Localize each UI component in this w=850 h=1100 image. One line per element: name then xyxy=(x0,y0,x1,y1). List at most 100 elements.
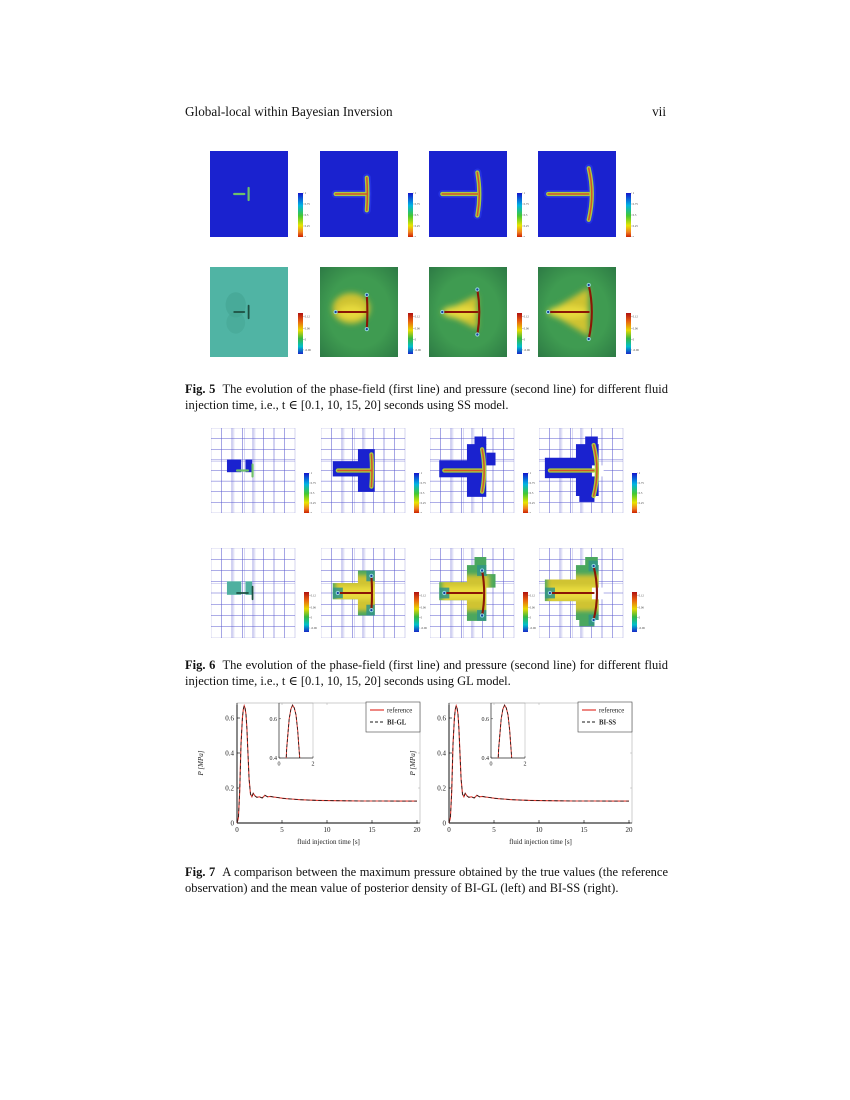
svg-text:0.06: 0.06 xyxy=(311,605,317,609)
fig5-phase-panel-t20: 1 0.75 0.5 0.25 0 xyxy=(538,151,650,242)
fig6-phase-panel-t20: 1 0.75 0.5 0.25 0 xyxy=(538,427,651,518)
svg-text:0.25: 0.25 xyxy=(639,501,645,505)
svg-text:-0.06: -0.06 xyxy=(530,626,537,630)
colorbar xyxy=(517,193,522,237)
svg-text:0.12: 0.12 xyxy=(639,593,645,597)
svg-text:0.12: 0.12 xyxy=(530,593,536,597)
colorbar xyxy=(414,473,419,513)
svg-text:0: 0 xyxy=(490,762,493,768)
svg-text:0.25: 0.25 xyxy=(421,501,427,505)
fig6-phase-panel-t20-image: 1 0.75 0.5 0.25 0 xyxy=(538,427,645,515)
legend: reference BI-SS xyxy=(577,701,633,733)
fig6-pressure-panel-t0.1: 0.12 0.06 0 -0.06 xyxy=(210,547,323,643)
svg-text:0.25: 0.25 xyxy=(524,224,530,228)
svg-text:0.75: 0.75 xyxy=(421,481,427,485)
svg-text:0.25: 0.25 xyxy=(530,501,536,505)
fig5-phase-panel-t10: 1 0.75 0.5 0.25 0 xyxy=(320,151,432,242)
colorbar xyxy=(626,313,631,354)
svg-text:1: 1 xyxy=(421,471,423,475)
fig6-phase-panel-t0.1-image: 1 0.75 0.5 0.25 0 xyxy=(210,427,317,515)
svg-text:0.75: 0.75 xyxy=(524,202,530,206)
fig6-phase-panel-t15: 1 0.75 0.5 0.25 0 xyxy=(429,427,542,518)
fig5-pressure-panel-t15: 0.12 0.06 0 -0.06 xyxy=(429,267,541,362)
fig5-pressure-panel-t20: 0.12 0.06 0 -0.06 xyxy=(538,267,650,362)
svg-text:0.06: 0.06 xyxy=(524,327,530,331)
svg-text:2: 2 xyxy=(524,762,527,768)
svg-text:15: 15 xyxy=(369,826,377,834)
svg-text:2: 2 xyxy=(312,762,315,768)
fig5-pressure-panel-t0.1: 0.12 0.06 0 -0.06 xyxy=(210,267,322,362)
svg-text:reference: reference xyxy=(387,708,412,715)
svg-text:0.75: 0.75 xyxy=(639,481,645,485)
svg-text:20: 20 xyxy=(414,826,422,834)
svg-text:1: 1 xyxy=(305,191,307,195)
svg-text:0.25: 0.25 xyxy=(633,224,639,228)
svg-text:0: 0 xyxy=(421,511,423,513)
svg-text:0.5: 0.5 xyxy=(530,491,534,495)
svg-text:0.4: 0.4 xyxy=(225,750,234,758)
fig5-pressure-panel-t15-image: 0.12 0.06 0 -0.06 xyxy=(429,267,531,357)
svg-text:0: 0 xyxy=(447,826,451,834)
svg-text:0: 0 xyxy=(633,235,635,237)
svg-text:0.6: 0.6 xyxy=(270,717,278,723)
svg-text:0: 0 xyxy=(415,235,417,237)
svg-text:0.5: 0.5 xyxy=(415,213,419,217)
colorbar xyxy=(523,592,528,632)
fig5-pressure-panel-t10-image: 0.12 0.06 0 -0.06 xyxy=(320,267,421,357)
svg-text:0: 0 xyxy=(530,616,532,620)
fig5-phase-panel-t15: 1 0.75 0.5 0.25 0 xyxy=(429,151,541,242)
svg-text:0.12: 0.12 xyxy=(311,593,317,597)
svg-text:0: 0 xyxy=(421,616,423,620)
svg-text:0.75: 0.75 xyxy=(311,481,317,485)
svg-text:0.12: 0.12 xyxy=(305,314,311,318)
fig6-pressure-panel-t15: 0.12 0.06 0 -0.06 xyxy=(429,547,542,643)
svg-text:0: 0 xyxy=(305,337,307,341)
running-title: Global-local within Bayesian Inversion xyxy=(185,104,393,119)
svg-text:0.4: 0.4 xyxy=(482,756,490,762)
fig6-pressure-panel-t20-image: 0.12 0.06 0 -0.06 xyxy=(538,547,646,639)
svg-text:0: 0 xyxy=(278,762,281,768)
svg-text:0.5: 0.5 xyxy=(524,213,528,217)
page-number: vii xyxy=(652,104,666,119)
svg-text:0: 0 xyxy=(311,616,313,620)
svg-text:10: 10 xyxy=(324,826,332,834)
svg-text:0.06: 0.06 xyxy=(415,327,421,331)
colorbar xyxy=(523,473,528,513)
fig5-phase-panel-t20-image: 1 0.75 0.5 0.25 0 xyxy=(538,151,639,239)
fig6-phase-panel-t10-image: 1 0.75 0.5 0.25 0 xyxy=(320,427,427,515)
svg-text:0: 0 xyxy=(633,337,635,341)
svg-text:0: 0 xyxy=(530,511,532,513)
svg-text:0: 0 xyxy=(524,337,526,341)
svg-text:5: 5 xyxy=(280,826,284,834)
svg-text:1: 1 xyxy=(639,471,641,475)
fig6-caption: Fig. 6 The evolution of the phase-field (… xyxy=(185,657,668,690)
svg-text:0.06: 0.06 xyxy=(305,327,311,331)
svg-text:0.06: 0.06 xyxy=(421,605,427,609)
colorbar xyxy=(632,473,637,513)
svg-text:0: 0 xyxy=(415,337,417,341)
svg-text:-0.06: -0.06 xyxy=(639,626,646,630)
svg-text:1: 1 xyxy=(311,471,313,475)
svg-text:15: 15 xyxy=(581,826,589,834)
svg-text:P [MPa]: P [MPa] xyxy=(409,750,417,776)
svg-text:BI-SS: BI-SS xyxy=(599,720,616,727)
svg-text:0.75: 0.75 xyxy=(633,202,639,206)
fig5-phase-panel-t0.1-image: 1 0.75 0.5 0.25 0 xyxy=(210,151,311,239)
fig5-pressure-panel-t20-image: 0.12 0.06 0 -0.06 xyxy=(538,267,640,357)
svg-text:0.06: 0.06 xyxy=(633,327,639,331)
svg-text:-0.06: -0.06 xyxy=(524,348,531,352)
svg-text:1: 1 xyxy=(524,191,526,195)
fig6-phase-panel-t10: 1 0.75 0.5 0.25 0 xyxy=(320,427,433,518)
svg-text:-0.06: -0.06 xyxy=(633,348,640,352)
fig5-caption: Fig. 5 The evolution of the phase-field (… xyxy=(185,381,668,414)
svg-text:BI-GL: BI-GL xyxy=(387,720,407,727)
svg-text:0.4: 0.4 xyxy=(270,756,278,762)
svg-text:1: 1 xyxy=(415,191,417,195)
colorbar xyxy=(408,193,413,237)
svg-text:0.5: 0.5 xyxy=(633,213,637,217)
svg-text:-0.06: -0.06 xyxy=(311,626,318,630)
svg-text:0.75: 0.75 xyxy=(305,202,311,206)
